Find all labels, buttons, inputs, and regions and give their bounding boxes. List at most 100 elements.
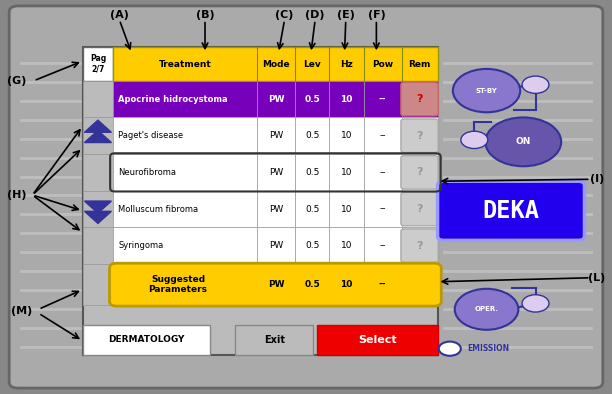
FancyBboxPatch shape <box>235 325 313 355</box>
Text: 10: 10 <box>340 95 353 104</box>
Text: PW: PW <box>268 280 285 289</box>
FancyBboxPatch shape <box>83 47 113 81</box>
Text: PW: PW <box>269 241 283 250</box>
Circle shape <box>485 117 561 166</box>
Text: (M): (M) <box>12 306 32 316</box>
Circle shape <box>455 289 518 330</box>
FancyBboxPatch shape <box>113 47 438 81</box>
Circle shape <box>461 131 488 149</box>
FancyBboxPatch shape <box>83 264 113 305</box>
FancyBboxPatch shape <box>258 117 295 154</box>
Text: 0.5: 0.5 <box>305 241 319 250</box>
FancyBboxPatch shape <box>364 117 401 154</box>
FancyBboxPatch shape <box>258 227 295 264</box>
FancyBboxPatch shape <box>401 117 438 154</box>
Text: (G): (G) <box>7 76 26 86</box>
FancyBboxPatch shape <box>113 81 258 117</box>
FancyBboxPatch shape <box>329 227 364 264</box>
Text: (L): (L) <box>588 273 605 283</box>
Text: PW: PW <box>269 131 283 140</box>
FancyBboxPatch shape <box>295 227 329 264</box>
FancyBboxPatch shape <box>364 227 401 264</box>
Text: --: -- <box>379 95 386 104</box>
FancyBboxPatch shape <box>401 192 438 226</box>
FancyBboxPatch shape <box>83 47 438 355</box>
Text: Exit: Exit <box>264 335 285 345</box>
Text: 10: 10 <box>340 280 353 289</box>
Text: Molluscum fibroma: Molluscum fibroma <box>118 204 198 214</box>
Text: --: -- <box>379 204 386 214</box>
Text: Rem: Rem <box>408 59 431 69</box>
FancyBboxPatch shape <box>83 154 113 191</box>
Text: ST-BY: ST-BY <box>476 87 498 94</box>
Text: Syringoma: Syringoma <box>118 241 163 250</box>
Text: ?: ? <box>416 131 423 141</box>
FancyBboxPatch shape <box>295 81 329 117</box>
Text: 0.5: 0.5 <box>304 280 320 289</box>
FancyBboxPatch shape <box>83 227 113 264</box>
FancyBboxPatch shape <box>258 81 295 117</box>
Text: 10: 10 <box>341 241 353 250</box>
Text: Pag
2/7: Pag 2/7 <box>90 54 106 74</box>
Text: Pow: Pow <box>372 59 393 69</box>
Text: PW: PW <box>269 168 283 177</box>
FancyBboxPatch shape <box>401 81 438 117</box>
Text: 0.5: 0.5 <box>305 131 319 140</box>
Text: (E): (E) <box>337 10 355 20</box>
Text: Apocrine hidrocystoma: Apocrine hidrocystoma <box>118 95 228 104</box>
Polygon shape <box>84 211 111 223</box>
FancyBboxPatch shape <box>401 229 438 262</box>
FancyBboxPatch shape <box>401 191 438 227</box>
Text: 10: 10 <box>341 168 353 177</box>
FancyBboxPatch shape <box>329 81 364 117</box>
Circle shape <box>453 69 520 112</box>
Circle shape <box>439 342 461 356</box>
Text: ?: ? <box>416 94 423 104</box>
Text: DERMATOLOGY: DERMATOLOGY <box>108 335 185 344</box>
Text: ?: ? <box>416 241 423 251</box>
Text: (B): (B) <box>196 10 214 20</box>
FancyBboxPatch shape <box>401 119 438 152</box>
Text: 0.5: 0.5 <box>304 95 320 104</box>
Text: DEKA: DEKA <box>482 199 540 223</box>
Text: EMISSION: EMISSION <box>467 344 509 353</box>
Text: Treatment: Treatment <box>159 59 212 69</box>
Text: 0.5: 0.5 <box>305 168 319 177</box>
FancyBboxPatch shape <box>295 154 329 191</box>
FancyBboxPatch shape <box>9 6 603 388</box>
Text: Hz: Hz <box>340 59 353 69</box>
FancyBboxPatch shape <box>83 117 113 154</box>
FancyBboxPatch shape <box>364 81 401 117</box>
Text: OPER.: OPER. <box>474 306 499 312</box>
Text: --: -- <box>379 280 386 289</box>
FancyBboxPatch shape <box>110 263 441 306</box>
Circle shape <box>522 76 549 93</box>
FancyBboxPatch shape <box>83 264 438 305</box>
FancyBboxPatch shape <box>83 325 211 355</box>
FancyBboxPatch shape <box>364 154 401 191</box>
Text: 10: 10 <box>341 131 353 140</box>
Text: --: -- <box>379 131 386 140</box>
FancyBboxPatch shape <box>317 325 438 355</box>
Text: ?: ? <box>416 204 423 214</box>
Text: PW: PW <box>268 95 285 104</box>
FancyBboxPatch shape <box>329 117 364 154</box>
FancyBboxPatch shape <box>329 154 364 191</box>
FancyBboxPatch shape <box>258 191 295 227</box>
Text: 0.5: 0.5 <box>305 204 319 214</box>
Text: (I): (I) <box>589 174 604 184</box>
FancyBboxPatch shape <box>113 154 258 191</box>
FancyBboxPatch shape <box>438 181 584 240</box>
Text: (D): (D) <box>305 10 325 20</box>
Text: Lev: Lev <box>304 59 321 69</box>
Text: 10: 10 <box>341 204 353 214</box>
FancyBboxPatch shape <box>113 117 258 154</box>
Text: --: -- <box>379 241 386 250</box>
Text: Neurofibroma: Neurofibroma <box>118 168 176 177</box>
Text: ?: ? <box>416 167 423 177</box>
FancyBboxPatch shape <box>401 227 438 264</box>
Text: ON: ON <box>515 138 531 146</box>
Text: Paget's disease: Paget's disease <box>118 131 183 140</box>
FancyBboxPatch shape <box>83 191 113 227</box>
FancyBboxPatch shape <box>401 154 438 191</box>
